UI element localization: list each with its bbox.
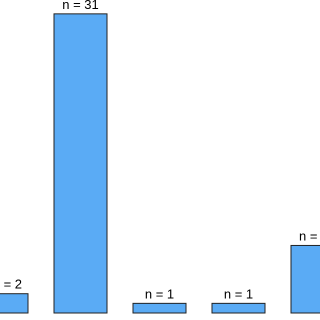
bar (53, 13, 108, 314)
value-label: = 2 (4, 277, 22, 292)
bar (132, 302, 187, 314)
value-label: n = 31 (62, 0, 99, 12)
value-label: n = 1 (145, 286, 174, 301)
value-label: n = (299, 228, 317, 243)
bar (0, 293, 29, 314)
bar (211, 302, 266, 314)
value-label: n = 1 (224, 286, 253, 301)
bar (290, 244, 320, 314)
